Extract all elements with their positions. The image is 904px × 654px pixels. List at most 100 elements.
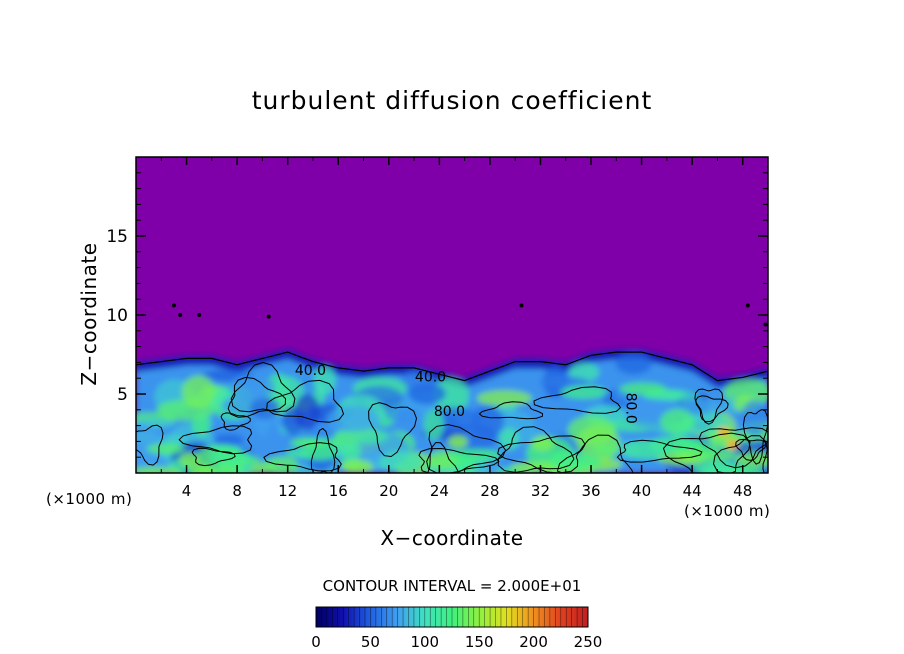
x-tick-label: 20 [379,482,398,500]
turbulence-field [136,349,768,473]
contour-labels: 40.0 40.0 80.0 80.0 [295,363,639,424]
x-tick-label: 40 [632,482,651,500]
contour-line [418,447,500,473]
x-tick-label: 24 [430,482,449,500]
x-tick-label: 36 [581,482,600,500]
contour-dot [763,322,768,327]
colorbar-tick-label: 100 [410,633,439,651]
x-tick-label: 48 [733,482,752,500]
field-blob [620,439,674,460]
field-blob [615,352,652,375]
field-blob [213,433,245,447]
field-blob [378,451,423,473]
x-axis-ticks: 4 8 12 16 20 24 28 32 36 40 44 48 [160,157,752,500]
contour-line [426,424,507,473]
colorbar-tick-label: 0 [311,633,321,651]
contour-label: 80.0 [622,393,638,424]
field-blob [433,376,470,415]
contour-line [735,438,767,461]
contour-line [227,376,287,418]
colorbar-tick-label: 50 [361,633,380,651]
y-axis-ticks: 5 10 15 [106,172,768,458]
contour-line [497,435,586,473]
field-blob [591,444,620,455]
field-blob [181,375,216,409]
contour-dot [266,314,271,319]
contour-dot [519,303,524,308]
contour-line [136,424,164,466]
x-unit-right: (×1000 m) [684,502,771,520]
field-blob [449,448,502,463]
x-axis-label: X−coordinate [380,526,524,550]
colorbar-stripes [315,607,589,627]
contour-dot [178,313,183,317]
field-blob [270,376,305,410]
colorbar-tick-label: 250 [574,633,603,651]
field-blob [228,375,276,401]
field-blob [340,441,362,461]
field-blob [294,393,321,431]
x-tick-label: 16 [329,482,348,500]
contour-dot [171,303,176,308]
field-blob [560,385,608,400]
field-blob [499,427,520,451]
contour-label: 40.0 [415,369,446,385]
contour-lines [136,303,768,473]
field-blob [285,449,311,458]
x-tick-label: 12 [278,482,297,500]
contour-line [698,427,768,469]
field-blob [191,415,211,437]
field-blob [539,376,589,388]
field-blob [136,466,183,473]
contour-line [662,432,751,473]
field-blob [691,461,738,473]
contour-line [230,361,296,413]
field-blob [684,450,736,462]
contour-line [263,442,342,472]
field-blob [550,453,602,471]
x-tick-label: 28 [480,482,499,500]
x-tick-label: 4 [182,482,192,500]
field-blob [188,463,216,473]
contour-line [695,395,729,423]
field-blob [136,423,164,461]
field-blob [146,443,185,455]
x-tick-label: 32 [531,482,550,500]
field-blob [447,435,469,449]
field-blob [423,409,445,441]
field-blob [341,459,374,473]
contour-line [136,351,768,382]
contour-line [425,441,460,473]
field-blob [408,382,446,405]
x-tick-label: 8 [232,482,242,500]
y-axis-label: Z−coordinate [77,242,101,386]
field-blob [568,362,600,382]
contour-interval: CONTOUR INTERVAL = 2.000E+01 [322,577,582,595]
contour-line [533,386,622,414]
field-blob [334,427,389,444]
contour-dot [197,313,202,317]
field-blob [299,446,339,461]
contour-label: 80.0 [434,404,465,420]
colorbar: 0 50 100 150 200 250 [311,606,603,651]
y-tick-label: 15 [106,227,128,247]
contour-line [191,447,236,467]
contour-label: 40.0 [295,363,326,379]
x-tick-label: 44 [683,482,702,500]
field-blob [619,382,666,396]
field-blob [660,408,695,435]
contour-dot [745,303,750,308]
contour-line [266,379,345,423]
contour-line [497,426,575,473]
contour-line [178,425,253,455]
field-blob [531,435,555,452]
contour-line [310,427,336,473]
field-blob [179,452,200,468]
field-blob [741,399,768,437]
y-tick-label: 5 [117,385,128,405]
contour-line [712,435,768,473]
field-blob [249,396,280,419]
field-blob [326,406,381,433]
contour-line [478,401,544,420]
